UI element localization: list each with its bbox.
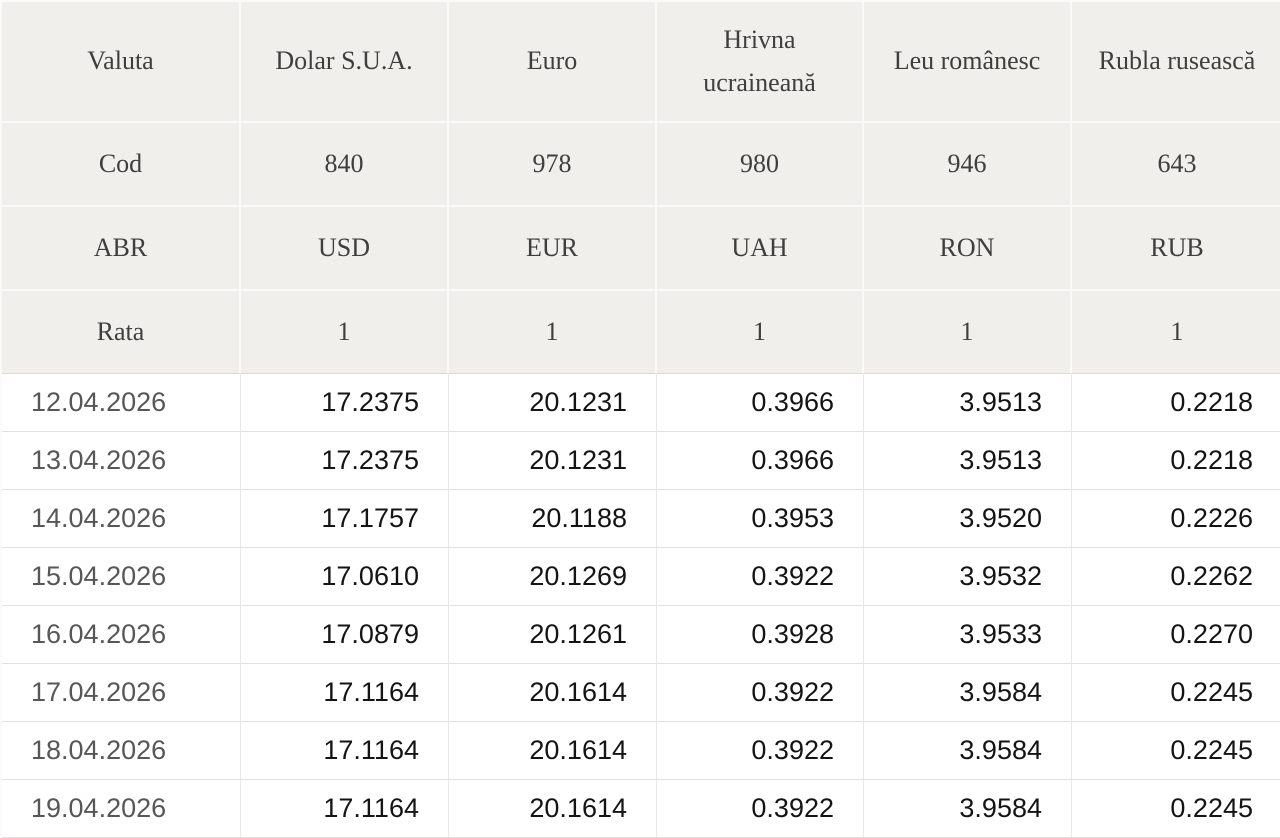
date-cell: 18.04.2026 bbox=[2, 722, 241, 780]
meta-label-rata: Rata bbox=[2, 291, 241, 374]
rate-cell: 3.9532 bbox=[864, 548, 1072, 606]
meta-value: 840 bbox=[241, 123, 449, 207]
date-cell: 16.04.2026 bbox=[2, 606, 241, 664]
rate-cell: 0.2218 bbox=[1072, 374, 1280, 432]
rate-cell: 20.1614 bbox=[449, 722, 657, 780]
rate-cell: 3.9533 bbox=[864, 606, 1072, 664]
date-cell: 13.04.2026 bbox=[2, 432, 241, 490]
rate-cell: 20.1614 bbox=[449, 664, 657, 722]
rate-cell: 17.1757 bbox=[241, 490, 449, 548]
meta-value: RUB bbox=[1072, 207, 1280, 291]
meta-value: USD bbox=[241, 207, 449, 291]
rate-cell: 17.0879 bbox=[241, 606, 449, 664]
rate-cell: 20.1269 bbox=[449, 548, 657, 606]
meta-label-valuta: Valuta bbox=[2, 2, 241, 123]
rate-cell: 0.2270 bbox=[1072, 606, 1280, 664]
meta-value: EUR bbox=[449, 207, 657, 291]
meta-value: 978 bbox=[449, 123, 657, 207]
date-cell: 17.04.2026 bbox=[2, 664, 241, 722]
date-cell: 15.04.2026 bbox=[2, 548, 241, 606]
rate-cell: 3.9584 bbox=[864, 722, 1072, 780]
rate-row: 17.04.2026 17.1164 20.1614 0.3922 3.9584 0.22… bbox=[2, 664, 1280, 722]
meta-value: Hrivna ucraineană bbox=[657, 2, 864, 123]
meta-value: 643 bbox=[1072, 123, 1280, 207]
meta-value: Euro bbox=[449, 2, 657, 123]
rate-row: 18.04.2026 17.1164 20.1614 0.3922 3.9584 0.22… bbox=[2, 722, 1280, 780]
meta-value: RON bbox=[864, 207, 1072, 291]
rate-cell: 0.2226 bbox=[1072, 490, 1280, 548]
rate-cell: 0.3922 bbox=[657, 664, 864, 722]
rate-cell: 0.3922 bbox=[657, 722, 864, 780]
meta-value: 946 bbox=[864, 123, 1072, 207]
rate-cell: 0.3953 bbox=[657, 490, 864, 548]
rate-cell: 0.3928 bbox=[657, 606, 864, 664]
rate-cell: 0.2245 bbox=[1072, 664, 1280, 722]
meta-row-cod: Cod 840 978 980 946 643 bbox=[2, 123, 1280, 207]
rate-cell: 0.3966 bbox=[657, 374, 864, 432]
rate-row: 16.04.2026 17.0879 20.1261 0.3928 3.9533 0.22… bbox=[2, 606, 1280, 664]
rate-cell: 17.2375 bbox=[241, 374, 449, 432]
rate-cell: 17.0610 bbox=[241, 548, 449, 606]
rate-cell: 20.1231 bbox=[449, 374, 657, 432]
rate-cell: 17.1164 bbox=[241, 722, 449, 780]
rate-cell: 0.3922 bbox=[657, 548, 864, 606]
meta-row-rata: Rata 1 1 1 1 1 bbox=[2, 291, 1280, 374]
meta-row-abr: ABR USD EUR UAH RON RUB bbox=[2, 207, 1280, 291]
meta-value: 1 bbox=[864, 291, 1072, 374]
meta-value: Leu românesc bbox=[864, 2, 1072, 123]
meta-value: 980 bbox=[657, 123, 864, 207]
meta-row-valuta: Valuta Dolar S.U.A. Euro Hrivna ucraineană L… bbox=[2, 2, 1280, 123]
meta-label-cod: Cod bbox=[2, 123, 241, 207]
rate-cell: 17.2375 bbox=[241, 432, 449, 490]
rate-cell: 3.9513 bbox=[864, 374, 1072, 432]
rate-cell: 3.9520 bbox=[864, 490, 1072, 548]
date-cell: 19.04.2026 bbox=[2, 780, 241, 838]
rate-cell: 0.2245 bbox=[1072, 780, 1280, 838]
meta-value: Dolar S.U.A. bbox=[241, 2, 449, 123]
rate-row: 14.04.2026 17.1757 20.1188 0.3953 3.9520 0.22… bbox=[2, 490, 1280, 548]
rate-cell: 20.1261 bbox=[449, 606, 657, 664]
rate-cell: 0.2262 bbox=[1072, 548, 1280, 606]
meta-value: 1 bbox=[241, 291, 449, 374]
meta-value: 1 bbox=[449, 291, 657, 374]
rate-cell: 3.9584 bbox=[864, 664, 1072, 722]
rate-row: 15.04.2026 17.0610 20.1269 0.3922 3.9532 0.22… bbox=[2, 548, 1280, 606]
rate-cell: 20.1188 bbox=[449, 490, 657, 548]
meta-label-abr: ABR bbox=[2, 207, 241, 291]
rate-row: 13.04.2026 17.2375 20.1231 0.3966 3.9513 0.22… bbox=[2, 432, 1280, 490]
rate-cell: 0.2245 bbox=[1072, 722, 1280, 780]
rate-cell: 17.1164 bbox=[241, 664, 449, 722]
rate-cell: 17.1164 bbox=[241, 780, 449, 838]
rate-cell: 3.9513 bbox=[864, 432, 1072, 490]
rate-cell: 0.2218 bbox=[1072, 432, 1280, 490]
rate-cell: 20.1614 bbox=[449, 780, 657, 838]
rate-cell: 0.3922 bbox=[657, 780, 864, 838]
date-cell: 14.04.2026 bbox=[2, 490, 241, 548]
meta-value: 1 bbox=[657, 291, 864, 374]
meta-value: 1 bbox=[1072, 291, 1280, 374]
meta-value: Rubla rusească bbox=[1072, 2, 1280, 123]
rate-cell: 3.9584 bbox=[864, 780, 1072, 838]
rate-row: 12.04.2026 17.2375 20.1231 0.3966 3.9513 0.22… bbox=[2, 374, 1280, 432]
rate-cell: 20.1231 bbox=[449, 432, 657, 490]
rate-row: 19.04.2026 17.1164 20.1614 0.3922 3.9584 0.22… bbox=[2, 780, 1280, 838]
meta-value: UAH bbox=[657, 207, 864, 291]
date-cell: 12.04.2026 bbox=[2, 374, 241, 432]
rate-cell: 0.3966 bbox=[657, 432, 864, 490]
